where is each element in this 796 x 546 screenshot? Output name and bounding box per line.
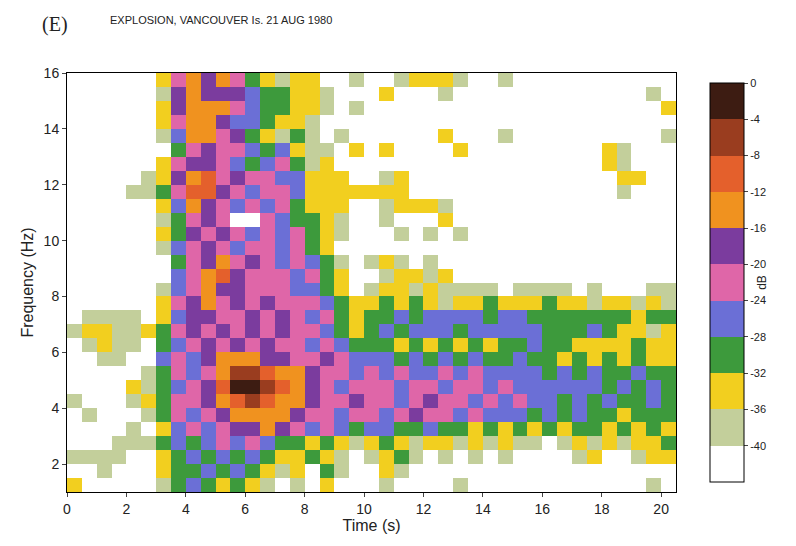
svg-text:-12: -12 [750, 186, 766, 198]
svg-text:2: 2 [123, 501, 131, 517]
svg-text:6: 6 [241, 501, 249, 517]
svg-text:12: 12 [416, 501, 432, 517]
svg-text:16: 16 [535, 501, 551, 517]
svg-text:-4: -4 [750, 113, 760, 125]
svg-text:20: 20 [653, 501, 669, 517]
svg-text:(E): (E) [42, 13, 68, 36]
svg-text:0: 0 [63, 501, 71, 517]
svg-text:14: 14 [44, 121, 60, 137]
svg-text:EXPLOSION, VANCOUVER Is. 21 AU: EXPLOSION, VANCOUVER Is. 21 AUG 1980 [110, 14, 332, 26]
svg-text:4: 4 [51, 400, 59, 416]
svg-text:10: 10 [356, 501, 372, 517]
svg-text:-32: -32 [750, 367, 766, 379]
svg-text:dB: dB [755, 275, 769, 290]
svg-text:14: 14 [475, 501, 491, 517]
svg-text:8: 8 [301, 501, 309, 517]
svg-text:4: 4 [182, 501, 190, 517]
svg-text:-8: -8 [750, 149, 760, 161]
svg-text:-24: -24 [750, 294, 766, 306]
svg-text:-16: -16 [750, 222, 766, 234]
svg-text:8: 8 [51, 288, 59, 304]
svg-text:0: 0 [750, 77, 756, 89]
svg-text:2: 2 [51, 456, 59, 472]
svg-text:6: 6 [51, 344, 59, 360]
svg-text:-28: -28 [750, 331, 766, 343]
svg-text:-20: -20 [750, 258, 766, 270]
svg-text:-36: -36 [750, 403, 766, 415]
svg-text:18: 18 [594, 501, 610, 517]
svg-text:16: 16 [44, 65, 60, 81]
svg-text:Frequency (Hz): Frequency (Hz) [19, 227, 36, 337]
svg-text:-40: -40 [750, 440, 766, 452]
svg-text:10: 10 [44, 233, 60, 249]
svg-text:Time (s): Time (s) [342, 517, 400, 534]
svg-text:12: 12 [44, 177, 60, 193]
